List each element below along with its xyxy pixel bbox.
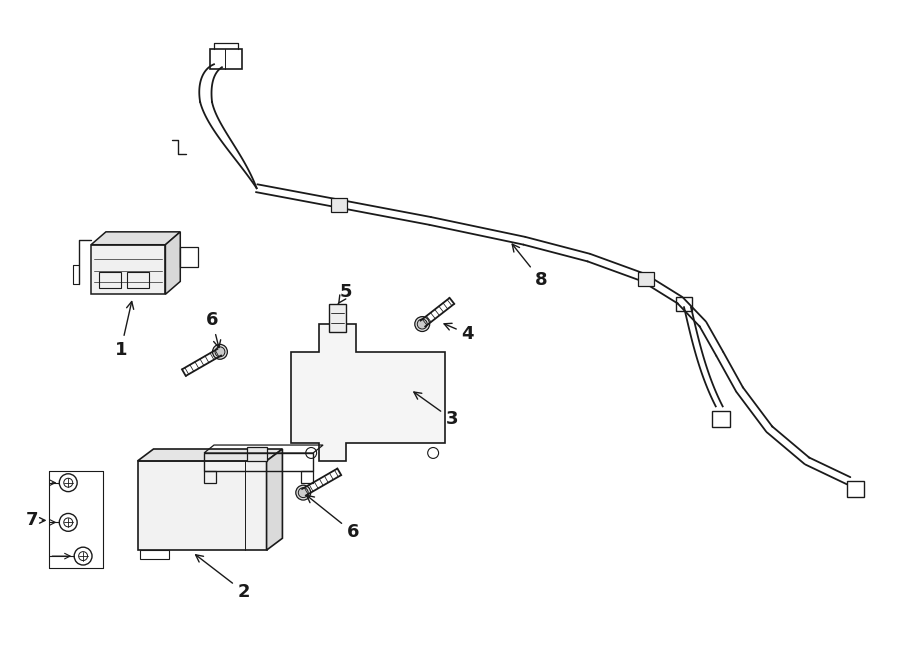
Text: 4: 4 — [444, 323, 474, 343]
Polygon shape — [331, 198, 346, 212]
Text: 2: 2 — [195, 555, 250, 601]
Polygon shape — [166, 232, 180, 295]
Polygon shape — [329, 305, 346, 332]
Text: 3: 3 — [414, 392, 458, 428]
Polygon shape — [292, 324, 445, 461]
Text: 1: 1 — [114, 301, 134, 359]
Polygon shape — [266, 449, 283, 550]
Polygon shape — [247, 447, 266, 461]
Circle shape — [212, 344, 228, 359]
Text: 6: 6 — [307, 495, 359, 542]
Polygon shape — [638, 273, 654, 287]
Polygon shape — [138, 461, 266, 550]
Polygon shape — [138, 449, 283, 461]
Circle shape — [298, 488, 308, 498]
Circle shape — [418, 319, 428, 329]
Circle shape — [215, 347, 225, 357]
Circle shape — [253, 450, 261, 458]
Text: 6: 6 — [206, 311, 220, 348]
Text: 7: 7 — [25, 512, 38, 530]
Text: 8: 8 — [512, 244, 547, 289]
Text: 5: 5 — [338, 283, 352, 304]
Polygon shape — [91, 245, 166, 295]
Circle shape — [296, 485, 310, 500]
Polygon shape — [91, 232, 180, 245]
Circle shape — [415, 316, 429, 332]
